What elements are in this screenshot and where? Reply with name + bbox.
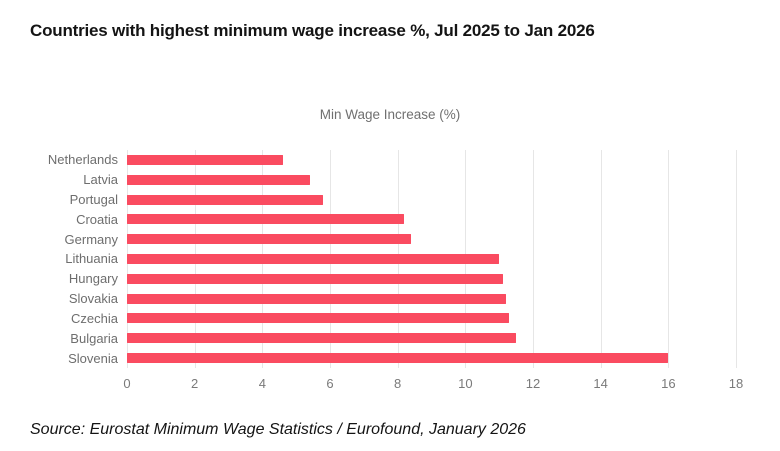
bar-row: Croatia — [76, 209, 736, 229]
bar-row: Hungary — [69, 269, 736, 289]
category-label: Czechia — [71, 310, 118, 326]
bar — [127, 333, 517, 344]
category-label: Slovakia — [68, 291, 118, 307]
bar-row: Czechia — [71, 309, 736, 329]
bar — [127, 353, 669, 364]
category-label: Portugal — [69, 192, 118, 208]
x-tick-label: 12 — [525, 376, 541, 391]
bar-row: Slovakia — [69, 289, 736, 309]
bar-row: Bulgaria — [70, 328, 736, 348]
x-tick-label: 18 — [728, 376, 744, 391]
x-tick-label: 2 — [191, 376, 199, 391]
bar-row: Portugal — [70, 190, 736, 210]
x-tick-label: 10 — [458, 376, 473, 391]
bar — [127, 214, 405, 225]
category-label: Bulgaria — [70, 330, 118, 346]
bar — [127, 234, 412, 245]
category-label: Germany — [64, 231, 118, 247]
plot-area: Netherlands Latvia Portugal Croatia Germany L… — [48, 150, 737, 368]
bar-rows: Netherlands Latvia Portugal Croatia Germany L… — [48, 150, 736, 368]
x-tick-label: 14 — [593, 376, 608, 391]
x-tick-label: 6 — [326, 376, 334, 391]
x-tick-label: 4 — [258, 376, 266, 391]
bar — [127, 273, 503, 284]
bar — [127, 293, 506, 304]
bar-row: Latvia — [83, 170, 736, 190]
bar-row: Netherlands — [48, 150, 736, 170]
bar — [127, 313, 510, 324]
bar — [127, 174, 310, 185]
x-tick-label: 8 — [394, 376, 402, 391]
bar-row: Lithuania — [65, 249, 736, 269]
page-title: Countries with highest minimum wage incr… — [30, 21, 595, 40]
category-label: Latvia — [83, 172, 118, 188]
x-axis: 0 2 4 6 8 10 12 14 16 18 — [123, 376, 743, 394]
category-label: Lithuania — [65, 251, 118, 267]
category-label: Netherlands — [47, 152, 118, 168]
x-tick-label: 0 — [123, 376, 131, 391]
bar-row: Slovenia — [68, 348, 736, 368]
bar-row: Germany — [65, 229, 736, 249]
category-label: Slovenia — [68, 350, 118, 366]
category-label: Hungary — [68, 271, 118, 287]
source-note: Source: Eurostat Minimum Wage Statistics… — [30, 421, 526, 438]
bar — [127, 194, 324, 205]
bar — [127, 253, 500, 264]
category-label: Croatia — [76, 211, 118, 227]
gridline — [668, 150, 670, 368]
x-tick-label: 16 — [661, 376, 676, 391]
gridline — [600, 150, 602, 368]
gridline — [533, 150, 534, 368]
gridline — [736, 150, 737, 368]
chart-title: Min Wage Increase (%) — [319, 107, 461, 122]
bar — [127, 154, 283, 165]
